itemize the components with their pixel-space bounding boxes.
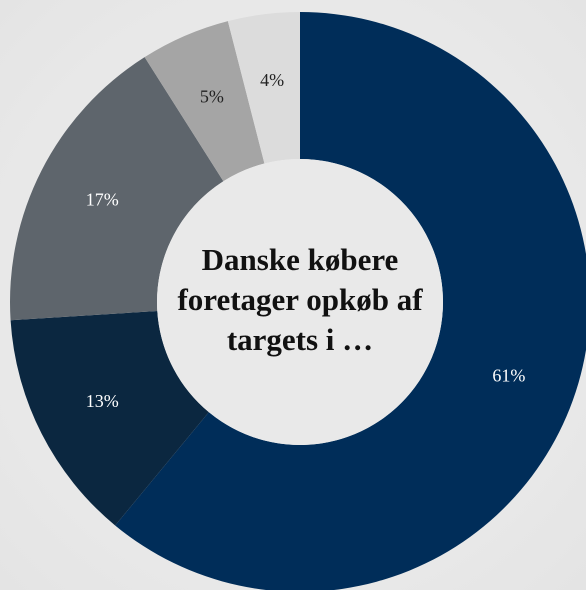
data-label: 17% [86, 189, 119, 209]
donut-slice [115, 12, 586, 590]
data-label: 61% [492, 365, 525, 385]
donut-slice [10, 310, 209, 526]
data-label: 5% [200, 86, 224, 106]
donut-slice [144, 21, 265, 182]
data-label: 13% [86, 391, 119, 411]
donut-hole [157, 159, 443, 445]
donut-slice [9, 57, 224, 321]
data-label: 4% [260, 70, 284, 90]
donut-slice [227, 12, 300, 164]
chart-title: Danske købere foretager opkøb af targets… [177, 242, 423, 357]
